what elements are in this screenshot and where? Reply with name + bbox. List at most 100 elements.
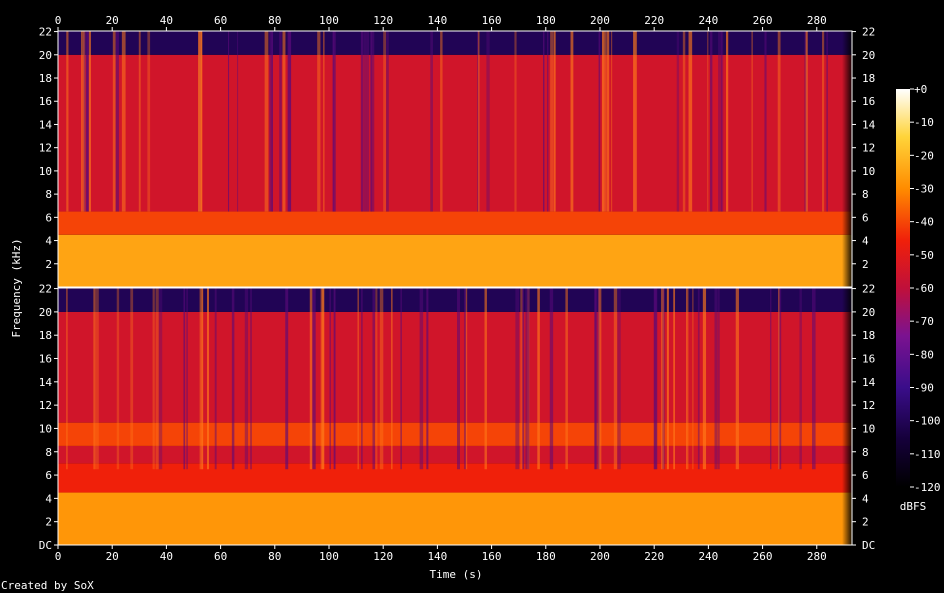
channel-2-y-tick-label: 18 <box>39 329 52 342</box>
channel-1-y-tick-label: 10 <box>39 165 52 178</box>
channel-2-stripe <box>714 288 718 470</box>
x-tick-label: 140 <box>427 14 447 27</box>
y-axis-label: Frequency (kHz) <box>10 238 23 337</box>
colorbar-tick-label: -30 <box>914 183 934 196</box>
channel-2-stripe <box>214 288 217 470</box>
x-tick-label: 260 <box>753 14 773 27</box>
channel-1-stripe <box>546 31 549 212</box>
channel-2-stripe <box>66 288 68 470</box>
channel-1-y-tick-label: 10 <box>862 165 875 178</box>
channel-2-y-tick-label: 8 <box>862 446 869 459</box>
channel-2-plot <box>57 287 853 546</box>
channel-2-stripe <box>686 288 688 470</box>
channel-2-y-tick-label: 6 <box>862 469 869 482</box>
channel-2-stripe <box>312 288 316 470</box>
channel-1-stripe <box>279 31 282 212</box>
x-tick-label: 140 <box>427 550 447 563</box>
channel-1-stripe <box>227 31 230 212</box>
x-tick-label: 0 <box>55 14 62 27</box>
colorbar-tick-label: -20 <box>914 149 934 162</box>
colorbar-tick-label: -10 <box>914 116 934 129</box>
channel-2-stripe <box>375 288 378 470</box>
x-tick-label: 60 <box>214 14 227 27</box>
channel-1-stripe <box>477 31 480 212</box>
channel-2-stripe <box>598 288 602 470</box>
channel-1-stripe <box>440 31 443 212</box>
channel-1-stripe <box>430 31 433 212</box>
channel-1-y-tick-label: 8 <box>45 188 52 201</box>
channel-2-stripe <box>93 288 96 470</box>
x-tick-label: 180 <box>536 14 556 27</box>
x-tick-label: 100 <box>319 550 339 563</box>
x-tick-label: 40 <box>160 14 173 27</box>
channel-1-stripe <box>66 31 69 212</box>
channel-2-y-tick-label: 6 <box>45 469 52 482</box>
channel-2-y-tick-label: 8 <box>45 446 52 459</box>
channel-1-stripe <box>710 31 713 212</box>
x-tick-label: 220 <box>644 550 664 563</box>
channel-2-y-tick-label: 14 <box>862 376 876 389</box>
channel-1-stripe <box>86 31 89 212</box>
channel-1-stripe <box>777 31 781 212</box>
channel-2-stripe <box>717 288 720 470</box>
channel-2-right-y-axis: DC 2 4 6 8 10 12 14 16 18 20 22 <box>852 283 876 552</box>
channel-2-stripe <box>329 288 331 470</box>
channel-2-stripe <box>426 288 429 470</box>
channel-1-y-tick-label: 4 <box>862 235 869 248</box>
channel-1-stripe <box>707 31 709 212</box>
channel-1-stripe <box>477 31 479 212</box>
channel-2-stripe <box>617 288 621 470</box>
channel-2-stripe <box>799 288 802 470</box>
channel-2-stripe <box>778 288 782 470</box>
channel-2-transient-stripes <box>66 288 816 470</box>
channel-2-stripe <box>419 288 424 470</box>
channel-2-stripe <box>244 288 249 470</box>
channel-2-stripe <box>692 288 694 470</box>
channel-2-stripe <box>186 288 188 470</box>
channel-2-stripe <box>372 288 376 470</box>
channel-2-band-1 <box>58 492 852 545</box>
channel-2-stripe <box>465 288 468 470</box>
channel-1-stripe <box>332 31 335 212</box>
colorbar-tick-label: -100 <box>914 415 941 428</box>
channel-1-frame <box>57 30 853 288</box>
channel-1-y-tick-label: 6 <box>45 211 52 224</box>
x-tick-label: 160 <box>482 14 502 27</box>
channel-1-y-tick-label: 20 <box>39 49 52 62</box>
channel-2-stripe <box>152 288 155 470</box>
channel-2-frame <box>57 287 853 546</box>
x-axis-label: Time (s) <box>430 568 483 581</box>
channel-1-stripe <box>764 31 767 212</box>
channel-2-stripe <box>400 288 402 470</box>
channel-1-stripe <box>635 31 638 212</box>
channel-1-stripe <box>721 31 724 212</box>
channel-2-y-tick-label: 4 <box>45 492 52 505</box>
channel-2-stripe <box>130 288 134 470</box>
channel-2-stripe <box>484 288 487 470</box>
channel-1-stripe <box>598 31 601 212</box>
channel-2-stripe <box>361 288 363 470</box>
colorbar-tick-label: -40 <box>914 216 934 229</box>
channel-2-stripe <box>379 288 384 470</box>
channel-2-y-tick-label: 2 <box>45 516 52 529</box>
x-tick-label: 160 <box>482 550 502 563</box>
channel-1-stripe <box>570 31 574 212</box>
channel-1-stripe <box>81 31 83 212</box>
channel-1-stripe <box>86 31 88 212</box>
channel-2-stripe <box>594 288 597 470</box>
channel-2-stripe <box>201 288 204 470</box>
channel-2-stripe <box>391 288 393 470</box>
x-tick-label: 100 <box>319 14 339 27</box>
channel-1-stripe <box>269 31 273 212</box>
channel-1-stripe <box>121 31 126 212</box>
x-tick-label: 80 <box>268 14 281 27</box>
channel-2-stripe <box>463 288 467 470</box>
channel-2-y-tick-label: 18 <box>862 329 875 342</box>
channel-1-stripe <box>198 31 202 212</box>
colorbar-tick-label: -50 <box>914 249 934 262</box>
channel-1-stripe <box>370 31 375 212</box>
channel-2-stripe <box>653 288 658 470</box>
channel-1-y-tick-label: 2 <box>45 258 52 271</box>
channel-1-stripe <box>610 31 613 212</box>
x-tick-label: 20 <box>106 550 119 563</box>
